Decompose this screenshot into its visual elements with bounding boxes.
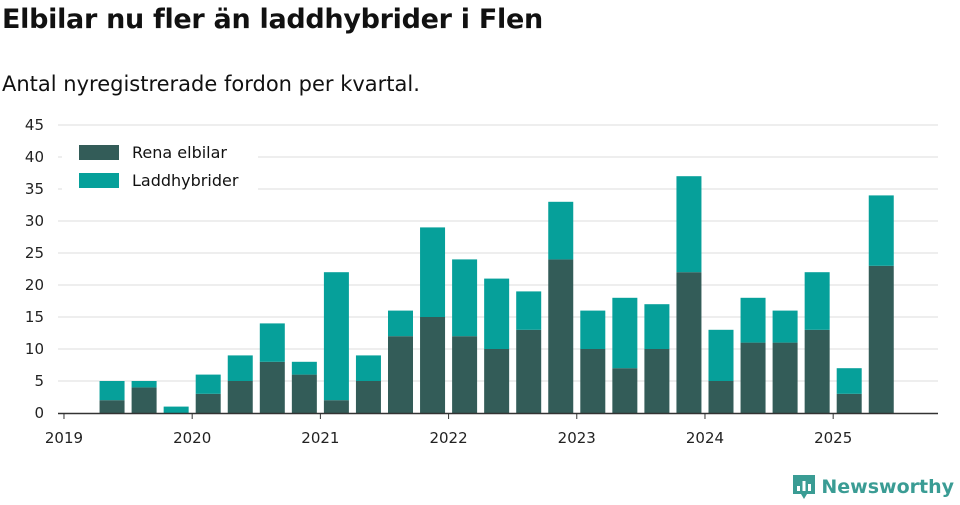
y-tick-label: 25 [25, 244, 44, 262]
bar-rena-elbilar [804, 329, 830, 413]
bar-laddhybrider [836, 368, 862, 394]
y-tick-label: 35 [25, 180, 44, 198]
bar-laddhybrider [355, 355, 381, 381]
bar-rena-elbilar [227, 381, 253, 413]
bar-laddhybrider [644, 304, 670, 349]
y-tick-label: 15 [25, 308, 44, 326]
x-tick-label: 2020 [173, 429, 211, 447]
bar-laddhybrider [323, 272, 349, 401]
bar-rena-elbilar [644, 349, 670, 413]
y-axis-tick-labels: 0 5 10 15 20 25 30 35 40 45 [25, 116, 44, 422]
bar-laddhybrider [259, 323, 285, 362]
chart-subtitle: Antal nyregistrerade fordon per kvartal. [2, 72, 420, 96]
x-tick-label: 2024 [686, 429, 724, 447]
bar-rena-elbilar [708, 381, 734, 413]
bar-rena-elbilar [612, 368, 638, 413]
x-axis: 2019 2020 2021 2022 2023 2024 2025 [45, 412, 938, 447]
y-tick-label: 20 [25, 276, 44, 294]
bar-rena-elbilar [740, 342, 766, 413]
y-tick-label: 0 [34, 404, 44, 422]
bar-laddhybrider [131, 381, 157, 388]
bar-laddhybrider [772, 310, 798, 343]
bar-rena-elbilar [291, 374, 317, 413]
bar-laddhybrider [740, 297, 766, 343]
bar-laddhybrider [516, 291, 542, 330]
bar-rena-elbilar [580, 349, 606, 413]
bar-laddhybrider [804, 272, 830, 330]
legend: Rena elbilar Laddhybrider [62, 136, 258, 198]
bar-rena-elbilar [484, 349, 510, 413]
bar-rena-elbilar [836, 393, 862, 413]
bar-laddhybrider [868, 195, 894, 266]
bar-rena-elbilar [99, 400, 125, 413]
bar-rena-elbilar [388, 336, 413, 413]
newsworthy-logo[interactable]: Newsworthy [793, 475, 954, 499]
bar-laddhybrider [195, 374, 221, 394]
bar-laddhybrider [99, 381, 125, 401]
bar-rena-elbilar [420, 317, 446, 413]
y-tick-label: 45 [25, 116, 44, 134]
bar-laddhybrider [484, 278, 510, 349]
bar-rena-elbilar [323, 400, 349, 413]
x-tick-label: 2019 [45, 429, 83, 447]
bar-rena-elbilar [355, 381, 381, 413]
bar-laddhybrider [291, 361, 317, 375]
bar-laddhybrider [227, 355, 253, 381]
x-tick-label: 2025 [814, 429, 852, 447]
bar-laddhybrider [676, 176, 702, 273]
bar-laddhybrider [163, 406, 189, 413]
bar-rena-elbilar [259, 361, 285, 413]
bars [99, 176, 894, 413]
y-tick-label: 5 [34, 372, 44, 390]
bar-laddhybrider [548, 201, 574, 260]
chart-title: Elbilar nu fler än laddhybrider i Flen [2, 4, 543, 35]
x-tick-label: 2023 [558, 429, 596, 447]
bar-rena-elbilar [195, 393, 221, 413]
newsworthy-chart-icon [793, 475, 816, 499]
bar-rena-elbilar [516, 329, 542, 413]
bar-laddhybrider [420, 227, 446, 317]
bar-rena-elbilar [131, 387, 157, 413]
y-tick-label: 30 [25, 212, 44, 230]
bar-laddhybrider [388, 310, 413, 337]
bar-rena-elbilar [772, 342, 798, 413]
legend-swatch [79, 145, 119, 160]
bar-laddhybrider [452, 259, 478, 337]
brand-name: Newsworthy [821, 476, 954, 498]
bar-laddhybrider [612, 297, 638, 369]
bar-rena-elbilar [452, 336, 478, 413]
legend-label: Laddhybrider [132, 171, 239, 190]
legend-label: Rena elbilar [132, 143, 227, 162]
bar-laddhybrider [708, 329, 734, 381]
bar-rena-elbilar [548, 259, 574, 413]
x-tick-label: 2021 [301, 429, 339, 447]
y-tick-label: 10 [25, 340, 44, 358]
legend-swatch [79, 173, 119, 188]
bar-rena-elbilar [868, 265, 894, 413]
x-tick-label: 2022 [429, 429, 467, 447]
bar-laddhybrider [580, 310, 606, 349]
y-tick-label: 40 [25, 148, 44, 166]
bar-rena-elbilar [676, 272, 702, 413]
